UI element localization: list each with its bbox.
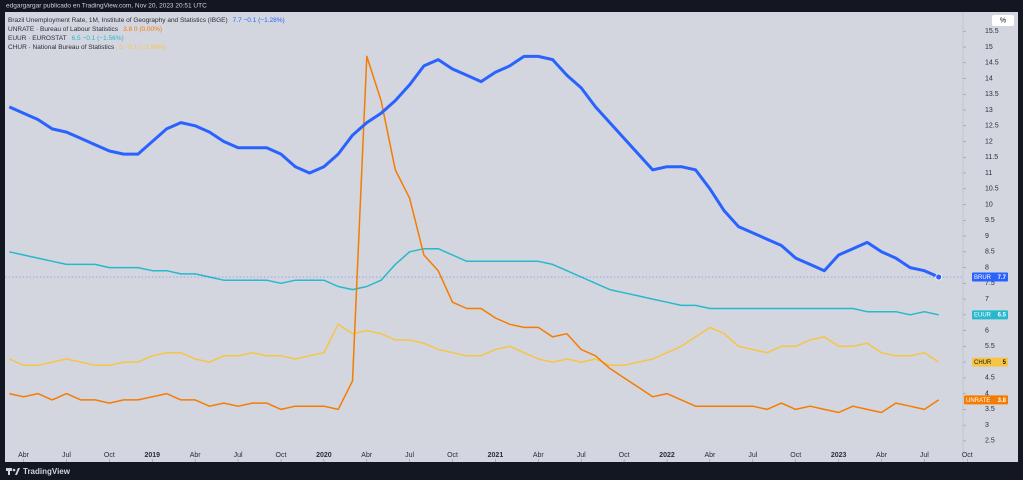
logo-part	[8, 468, 10, 475]
legend-entry: EUUR · EUROSTAT 6.5 −0.1 (−1.56%)	[8, 35, 124, 42]
x-tick-label: 2023	[831, 452, 847, 459]
x-tick-label: Abr	[361, 452, 373, 459]
price-tag-name: BRUR	[974, 275, 992, 281]
y-tick-label: 9.5	[985, 217, 995, 224]
price-tag	[972, 310, 1008, 320]
unit-box	[992, 15, 1014, 26]
price-tag	[964, 395, 1008, 405]
x-tick-label: 2020	[316, 452, 332, 459]
y-tick-label: 15	[985, 44, 993, 51]
legend-entry: Brazil Unemployment Rate, 1M, Institute …	[8, 17, 285, 24]
legend-value: 6.5 −0.1 (−1.56%)	[72, 35, 124, 42]
legend-value: 3.8 0 (0.00%)	[123, 26, 162, 33]
series-line	[8, 54, 940, 279]
legend-name: UNRATE · Bureau of Labour Statistics	[8, 26, 119, 33]
y-tick-label: 6	[985, 327, 989, 334]
y-tick-label: 13.5	[985, 91, 999, 98]
x-tick-label: Oct	[962, 452, 973, 459]
last-point	[935, 273, 943, 281]
y-tick-label: 15.5	[985, 28, 999, 35]
header: edgargargar publicado en TradingView.com…	[6, 3, 207, 10]
y-tick-label: 4	[985, 390, 989, 397]
legend-entry: CHUR · National Bureau of Statistics 5 −0…	[8, 44, 166, 51]
y-tick-label: 10	[985, 201, 993, 208]
price-tag-name: UNRATE	[966, 398, 990, 404]
y-tick-label: 5.5	[985, 343, 995, 350]
y-tick-label: 12	[985, 138, 993, 145]
x-tick-label: Oct	[447, 452, 458, 459]
x-tick-label: 2019	[144, 452, 160, 459]
logo-part	[15, 468, 20, 475]
y-tick-label: 14	[985, 75, 993, 82]
y-tick-label: 8	[985, 264, 989, 271]
axis-unit: %	[1000, 17, 1006, 24]
logo-part	[12, 468, 16, 472]
y-tick-label: 11.5	[985, 154, 998, 161]
y-tick-label: 7	[985, 296, 989, 303]
legend-value: 5 −0.1 (−1.96%)	[119, 44, 166, 51]
price-tag-value: 7.7	[998, 275, 1007, 281]
price-tag	[972, 357, 1008, 367]
y-tick-label: 2.5	[985, 438, 995, 445]
x-tick-label: Jul	[405, 452, 414, 459]
x-tick-label: Abr	[190, 452, 202, 459]
logo	[6, 468, 20, 475]
y-tick-label: 12.5	[985, 123, 999, 130]
x-tick-label: Oct	[276, 452, 287, 459]
y-tick-label: 8.5	[985, 249, 995, 256]
series-line	[9, 55, 940, 414]
x-tick-label: Jul	[62, 452, 71, 459]
price-tag-value: 6.5	[998, 313, 1007, 319]
y-tick-label: 14.5	[985, 60, 999, 67]
series-line	[9, 247, 939, 316]
x-tick-label: Abr	[876, 452, 888, 459]
footer-brand: TradingView	[23, 467, 71, 476]
y-tick-label: 3	[985, 422, 989, 429]
x-tick-label: Oct	[790, 452, 801, 459]
y-tick-label: 11	[985, 170, 992, 177]
plot-background	[5, 12, 963, 462]
price-tag	[972, 272, 1008, 282]
y-tick-label: 9	[985, 233, 989, 240]
series-line	[8, 323, 940, 367]
y-tick-label: 13	[985, 107, 993, 114]
y-tick-label: 4.5	[985, 375, 995, 382]
legend-value: 7.7 −0.1 (−1.28%)	[233, 17, 285, 24]
legend-name: CHUR · National Bureau of Statistics	[8, 44, 115, 51]
x-tick-label: Jul	[577, 452, 586, 459]
price-tag-name: EUUR	[974, 313, 992, 319]
x-tick-label: Oct	[619, 452, 630, 459]
y-tick-label: 3.5	[985, 406, 995, 413]
legend-entry: UNRATE · Bureau of Labour Statistics 3.8 …	[8, 26, 162, 33]
y-tick-label: 10.5	[985, 186, 999, 193]
price-tag-value: 3.8	[998, 398, 1007, 404]
legend-name: Brazil Unemployment Rate, 1M, Institute …	[8, 17, 228, 24]
price-tag-value: 5	[1003, 360, 1007, 366]
x-tick-label: 2022	[659, 452, 675, 459]
legend-name: EUUR · EUROSTAT	[8, 35, 67, 42]
x-tick-label: Abr	[18, 452, 30, 459]
x-tick-label: Oct	[104, 452, 115, 459]
price-axis	[963, 12, 1018, 462]
y-tick-label: 7.5	[985, 280, 995, 287]
price-tag-name: CHUR	[974, 360, 992, 366]
x-tick-label: Abr	[704, 452, 716, 459]
x-tick-label: Jul	[748, 452, 757, 459]
x-tick-label: Abr	[533, 452, 545, 459]
x-tick-label: Jul	[234, 452, 243, 459]
x-tick-label: 2021	[488, 452, 504, 459]
x-tick-label: Jul	[920, 452, 929, 459]
